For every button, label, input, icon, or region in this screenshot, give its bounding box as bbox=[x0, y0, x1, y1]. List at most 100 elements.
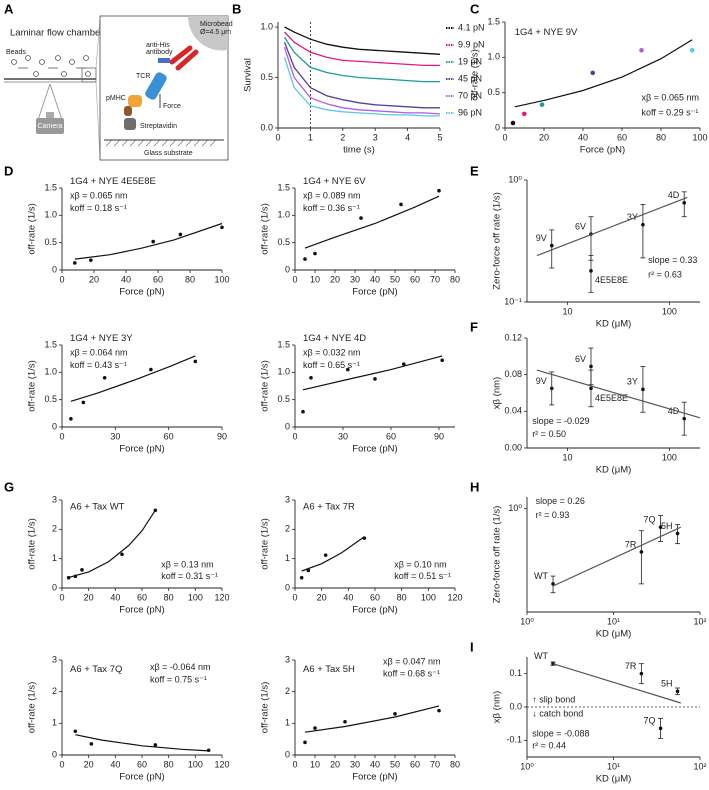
y-tick-label: 2 bbox=[285, 686, 290, 696]
x-tick-label: 10¹ bbox=[607, 761, 620, 771]
point bbox=[437, 188, 441, 193]
diagram-label: Glass substrate bbox=[144, 150, 193, 157]
x-tick-label: 10⁰ bbox=[520, 761, 534, 771]
pmhc bbox=[128, 95, 142, 107]
line bbox=[74, 222, 223, 260]
diagram-label: TCR bbox=[136, 73, 150, 80]
annotation: r² = 0.50 bbox=[532, 429, 566, 439]
point bbox=[301, 409, 305, 414]
point bbox=[120, 552, 124, 557]
y-tick-label: 0 bbox=[52, 421, 57, 431]
point-label: 9V bbox=[536, 233, 547, 243]
x-axis-label: Force (pN) bbox=[119, 444, 164, 455]
annotation: xβ = 0.032 nm bbox=[303, 348, 360, 358]
y-tick-label: 1.5 bbox=[277, 339, 290, 349]
y-tick-label: 10⁰ bbox=[508, 174, 522, 184]
annotation: koff = 0.36 s⁻¹ bbox=[303, 203, 360, 213]
x-tick-label: 20 bbox=[89, 274, 99, 284]
x-tick-label: 60 bbox=[410, 274, 420, 284]
point bbox=[102, 376, 107, 380]
x-axis-label: Force (pN) bbox=[352, 605, 397, 616]
x-tick-label: 0 bbox=[59, 759, 64, 769]
point-label: WT bbox=[534, 651, 548, 661]
y-tick-label: 0.5 bbox=[260, 72, 273, 82]
point bbox=[549, 243, 554, 248]
diagram-label: pMHC bbox=[106, 95, 126, 102]
x-axis-label: Force (pN) bbox=[119, 772, 164, 783]
y-tick-label: 1.0 bbox=[260, 21, 273, 31]
x-tick-label: 1 bbox=[308, 132, 313, 142]
annotation: ↑ slip bond bbox=[532, 694, 575, 704]
x-tick-label: 60 bbox=[137, 592, 147, 602]
annotation: koff = 0.65 s⁻¹ bbox=[303, 360, 360, 370]
chart-title: 1G4 + NYE 3Y bbox=[70, 333, 133, 344]
x-tick-label: 70 bbox=[430, 759, 440, 769]
point-label: 7Q bbox=[644, 515, 656, 525]
point bbox=[549, 386, 554, 391]
x-tick-label: 80 bbox=[164, 759, 174, 769]
camera-cone bbox=[37, 83, 63, 121]
line bbox=[302, 355, 443, 391]
y-tick-label: 1.5 bbox=[277, 182, 290, 192]
x-tick-label: 80 bbox=[397, 592, 407, 602]
y-axis-label: off-rate (1/s) bbox=[260, 360, 271, 412]
point-label: 5H bbox=[661, 521, 673, 531]
point bbox=[589, 364, 593, 369]
x-tick-label: 0 bbox=[59, 274, 64, 284]
line bbox=[284, 31, 440, 67]
point bbox=[682, 201, 687, 205]
y-tick-label: 0.12 bbox=[504, 332, 522, 342]
x-axis-label: KD (μM) bbox=[596, 629, 632, 640]
point-label: 6V bbox=[575, 222, 586, 232]
x-tick-label: 4 bbox=[405, 132, 410, 142]
annotation: koff = 0.31 s⁻¹ bbox=[161, 571, 218, 581]
x-tick-label: 10 bbox=[310, 759, 320, 769]
point bbox=[89, 258, 93, 262]
x-tick-label: 80 bbox=[656, 132, 666, 142]
y-tick-label: 1.0 bbox=[277, 210, 290, 220]
x-tick-label: 10 bbox=[563, 452, 573, 462]
y-tick-label: 0 bbox=[285, 749, 290, 759]
y-tick-label: 1 bbox=[52, 718, 57, 728]
y-tick-label: 0 bbox=[285, 582, 290, 592]
point bbox=[682, 416, 687, 421]
y-tick-label: 1 bbox=[52, 553, 57, 563]
x-tick-label: 120 bbox=[447, 592, 462, 602]
y-tick-label: 0.1 bbox=[509, 668, 522, 678]
annotation: koff = 0.51 s⁻¹ bbox=[394, 571, 451, 581]
annotation: r² = 0.63 bbox=[648, 270, 682, 280]
x-tick-label: 70 bbox=[430, 274, 440, 284]
y-tick-label: 10⁰ bbox=[508, 503, 522, 513]
point bbox=[153, 743, 158, 747]
y-axis-label: off-rate (1/s) bbox=[470, 49, 481, 101]
line bbox=[284, 26, 441, 55]
substrate-hatch bbox=[105, 139, 217, 147]
point bbox=[589, 386, 593, 391]
annotation: xβ = 0.065 nm bbox=[642, 93, 699, 103]
x-tick-label: 10¹ bbox=[607, 616, 620, 626]
x-axis-label: time (s) bbox=[343, 145, 375, 156]
y-tick-label: 0.5 bbox=[44, 237, 57, 247]
legend-label: 70 pN bbox=[458, 90, 482, 100]
legend-label: 9.9 pN bbox=[458, 39, 485, 49]
line bbox=[536, 369, 701, 419]
point bbox=[346, 367, 350, 372]
x-tick-label: 20 bbox=[84, 592, 94, 602]
annotation: xβ = 0.064 nm bbox=[70, 348, 127, 358]
x-tick-label: 40 bbox=[110, 759, 120, 769]
camera-lens bbox=[46, 112, 54, 118]
point bbox=[639, 550, 644, 554]
diagram: Laminar flow chamber Beads Camera Microb… bbox=[4, 15, 233, 161]
annotation: ↓ catch bond bbox=[532, 708, 583, 718]
point bbox=[220, 225, 224, 230]
x-axis-label: Force (pN) bbox=[352, 444, 397, 455]
x-tick-label: 120 bbox=[214, 759, 229, 769]
annotation: slope = -0.029 bbox=[532, 416, 589, 426]
x-tick-label: 80 bbox=[450, 274, 460, 284]
microbead bbox=[187, 16, 228, 51]
point bbox=[437, 708, 441, 713]
x-tick-label: 40 bbox=[370, 759, 380, 769]
diagram-label: Microbead bbox=[200, 21, 233, 28]
point-label: 9V bbox=[536, 376, 547, 386]
